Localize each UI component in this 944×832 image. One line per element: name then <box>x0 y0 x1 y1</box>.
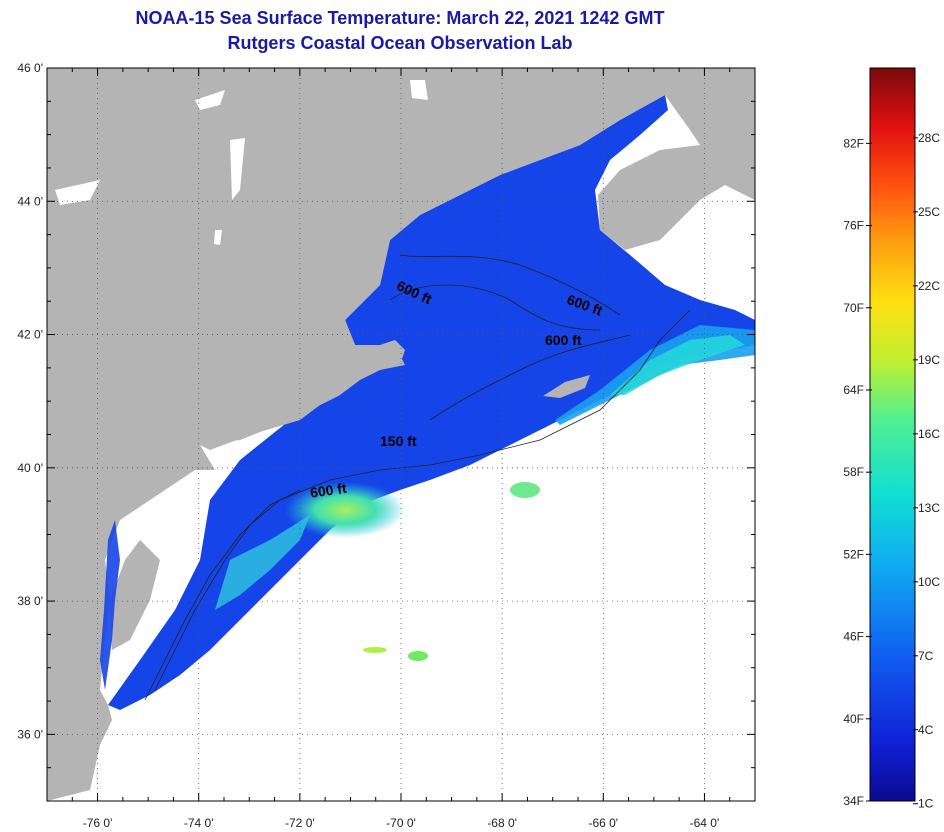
colorbar-fahrenheit-label: 76F <box>843 219 864 233</box>
colorbar-celsius-label: 10C <box>918 575 940 589</box>
lake <box>214 230 222 245</box>
land-long-island <box>200 405 320 450</box>
colorbar-celsius-label: 1C <box>918 797 934 811</box>
lat-label: 40 0' <box>17 461 43 475</box>
graticule <box>47 68 755 801</box>
lon-label: -68 0' <box>487 816 517 830</box>
land-north-america <box>47 68 755 801</box>
land-nova-scotia <box>598 145 755 250</box>
warm-patch <box>510 482 540 498</box>
map-axes: 46 0' 44 0' 42 0' 40 0' 38 0' 36 0' -76 0' -74 … <box>17 61 756 830</box>
contour-label: 600 ft <box>309 480 348 501</box>
colorbar-celsius-label: 7C <box>918 649 934 663</box>
lat-label: 42 0' <box>17 328 43 342</box>
warm-patch <box>363 647 387 653</box>
lake <box>410 80 428 100</box>
colorbar-celsius-label: 13C <box>918 501 940 515</box>
land-delmarva-peninsula <box>110 540 160 650</box>
lat-label: 36 0' <box>17 727 43 741</box>
lon-label: -70 0' <box>386 816 416 830</box>
colorbar-celsius-label: 19C <box>918 353 940 367</box>
map-title: NOAA-15 Sea Surface Temperature: March 2… <box>135 8 665 28</box>
colorbar-fahrenheit-label: 70F <box>843 301 864 315</box>
colorbar-celsius-label: 22C <box>918 279 940 293</box>
lake <box>55 180 100 205</box>
lat-label: 38 0' <box>17 594 43 608</box>
lake <box>230 138 245 200</box>
lat-label: 44 0' <box>17 194 43 208</box>
lon-label: -76 0' <box>83 816 113 830</box>
lat-label: 46 0' <box>17 61 43 75</box>
colorbar-celsius-label: 4C <box>918 723 934 737</box>
colorbar-labels: 82F 76F 70F 64F 58F 52F 46F 40F 34F 28C 25C 22C 19C 1… <box>843 131 940 811</box>
shelf-break-warm-band <box>215 515 310 610</box>
colorbar-celsius-label: 25C <box>918 205 940 219</box>
colorbar-fahrenheit-label: 64F <box>843 383 864 397</box>
lon-label: -66 0' <box>588 816 618 830</box>
lon-label: -74 0' <box>184 816 214 830</box>
colorbar-fahrenheit-label: 58F <box>843 465 864 479</box>
chesapeake-bay <box>100 520 120 690</box>
colorbar <box>869 67 916 802</box>
colorbar-fahrenheit-label: 46F <box>843 630 864 644</box>
colorbar-fahrenheit-label: 52F <box>843 547 864 561</box>
contour-label: 600 ft <box>545 332 582 348</box>
warm-patch <box>408 651 428 661</box>
lake <box>195 90 225 110</box>
colorbar-celsius-label: 16C <box>918 427 940 441</box>
warm-eddy <box>285 482 405 538</box>
contour-label: 150 ft <box>380 433 417 449</box>
land-cape-cod <box>380 340 405 365</box>
land-sable-island <box>543 375 590 398</box>
lon-label: -72 0' <box>285 816 315 830</box>
colorbar-fahrenheit-label: 40F <box>843 712 864 726</box>
map-subtitle: Rutgers Coastal Ocean Observation Lab <box>227 33 573 53</box>
colorbar-fahrenheit-label: 82F <box>843 136 864 150</box>
colorbar-celsius-label: 28C <box>918 131 940 145</box>
slope-water-band <box>610 335 745 395</box>
bathymetry-contours <box>144 254 691 701</box>
lon-label: -64 0' <box>690 816 720 830</box>
colorbar-fahrenheit-label: 34F <box>843 794 864 808</box>
